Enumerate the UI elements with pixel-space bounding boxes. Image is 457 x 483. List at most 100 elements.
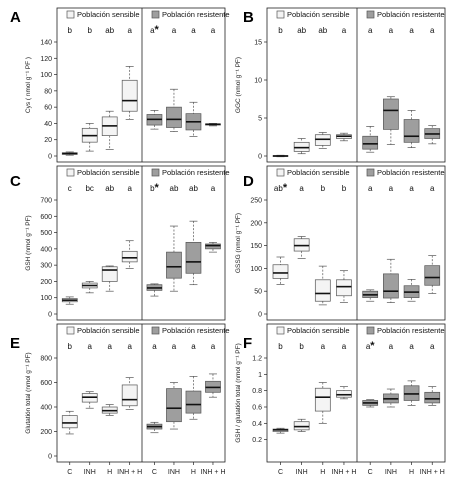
significance-letter: a (127, 26, 132, 35)
significance-letter: a (211, 26, 216, 35)
y-tick-label: 50 (254, 289, 262, 296)
y-tick-label: 150 (250, 243, 262, 250)
box-resistente-0 (362, 399, 379, 408)
box-resistente-1 (166, 88, 182, 132)
x-tick-label: H (320, 469, 325, 476)
x-tick-label: INH + H (420, 469, 445, 476)
y-tick-label: 15 (254, 40, 262, 47)
box-resistente-1 (383, 258, 399, 303)
x-tick-label: C (67, 469, 72, 476)
box-iqr (336, 279, 352, 297)
box-resistente-1 (166, 225, 182, 292)
significance-letter: b (342, 184, 347, 193)
y-tick-label: 60 (44, 105, 52, 112)
significance-letter: ab (189, 184, 198, 193)
legend-swatch-sensible (66, 326, 75, 335)
significance-letter: ab* (274, 182, 288, 194)
legend-label-resistente: Población resistente (377, 10, 445, 19)
box-resistente-2 (185, 376, 202, 420)
y-tick-label: 0 (258, 312, 262, 319)
box-iqr (166, 251, 182, 279)
significance-letter: ab (170, 184, 179, 193)
box-sensible-2 (101, 404, 118, 416)
box-resistente-3 (424, 386, 441, 406)
significance-letter: a (342, 342, 347, 351)
box-iqr (272, 264, 289, 279)
box-sensible-3 (336, 386, 352, 400)
y-tick-label: 600 (40, 214, 52, 221)
panel-E: E 0 200 400 600 800 Glutatión total (nmol g⁻¹ … (10, 323, 230, 476)
panel-B: B 0 5 10 15 GGC (nmol g⁻¹ PF) Población sensib… (235, 7, 446, 163)
y-tick-label: 200 (40, 429, 52, 436)
legend-label-resistente: Población resistente (377, 168, 445, 177)
panel-letter: D (243, 173, 254, 190)
y-tick-label: 0.8 (252, 388, 262, 395)
significance-letter: b (68, 26, 73, 35)
box-sensible-3 (121, 240, 138, 269)
plot-frame (56, 165, 226, 321)
y-tick-label: 1.2 (252, 356, 262, 363)
x-tick-label: INH (168, 469, 180, 476)
legend-swatch-sensible (66, 10, 75, 19)
plot-frame (56, 323, 226, 463)
box-sensible-1 (293, 138, 310, 155)
box-sensible-3 (121, 377, 138, 410)
box-resistente-2 (403, 278, 420, 302)
box-resistente-0 (362, 126, 379, 153)
legend-swatch-sensible (276, 168, 285, 177)
significance-letter: a (409, 342, 414, 351)
legend-label-sensible: Población sensible (287, 10, 350, 19)
legend-label-sensible: Población sensible (77, 326, 140, 335)
significance-letter: a (430, 26, 435, 35)
box-iqr (121, 384, 138, 407)
box-sensible-1 (81, 391, 98, 409)
x-tick-label: INH (84, 469, 96, 476)
box-sensible-0 (61, 410, 78, 435)
y-axis-label: Glutatión total (nmol g⁻¹ PF) (25, 352, 32, 433)
box-resistente-1 (383, 96, 399, 145)
significance-letter: a (127, 184, 132, 193)
box-iqr (121, 79, 138, 112)
y-axis-label: GSH (nmol g⁻¹ PF) (25, 215, 32, 270)
panel-letter: C (10, 173, 21, 190)
box-sensible-2 (314, 382, 331, 424)
box-resistente-3 (424, 125, 441, 145)
significance-letter: a (191, 26, 196, 35)
x-tick-label: H (191, 469, 196, 476)
legend-label-resistente: Población resistente (162, 10, 230, 19)
x-tick-label: C (278, 469, 283, 476)
box-sensible-3 (336, 270, 352, 303)
box-resistente-3 (205, 123, 221, 127)
y-tick-label: 100 (40, 295, 52, 302)
box-sensible-2 (314, 132, 331, 149)
box-iqr (185, 241, 202, 274)
legend-swatch-sensible (276, 326, 285, 335)
legend-label-resistente: Población resistente (162, 168, 230, 177)
significance-letter: a (152, 342, 157, 351)
x-tick-label: INH + H (117, 469, 142, 476)
legend-label-sensible: Población sensible (287, 326, 350, 335)
y-axis-label: GSSG (nmol g⁻¹ PF) (235, 213, 242, 273)
box-sensible-2 (314, 265, 331, 306)
y-tick-label: 10 (254, 78, 262, 85)
box-iqr (383, 273, 399, 299)
significance-letter: a (368, 184, 373, 193)
significance-letter: b* (150, 182, 159, 194)
significance-letter: a (127, 342, 132, 351)
y-tick-label: 120 (40, 56, 52, 63)
box-iqr (336, 390, 352, 398)
y-tick-label: 100 (250, 266, 262, 273)
box-resistente-0 (362, 289, 379, 302)
significance-letter: a (299, 184, 304, 193)
significance-letter: b (87, 26, 92, 35)
significance-letter: a (389, 26, 394, 35)
legend-swatch-resistente (366, 326, 375, 335)
significance-letter: b (321, 184, 326, 193)
y-tick-label: 40 (44, 121, 52, 128)
y-tick-label: 400 (40, 405, 52, 412)
box-resistente-0 (146, 110, 163, 130)
significance-letter: a (172, 26, 177, 35)
box-resistente-0 (146, 283, 163, 297)
significance-letter: ab (105, 26, 114, 35)
significance-letter: bc (85, 184, 93, 193)
